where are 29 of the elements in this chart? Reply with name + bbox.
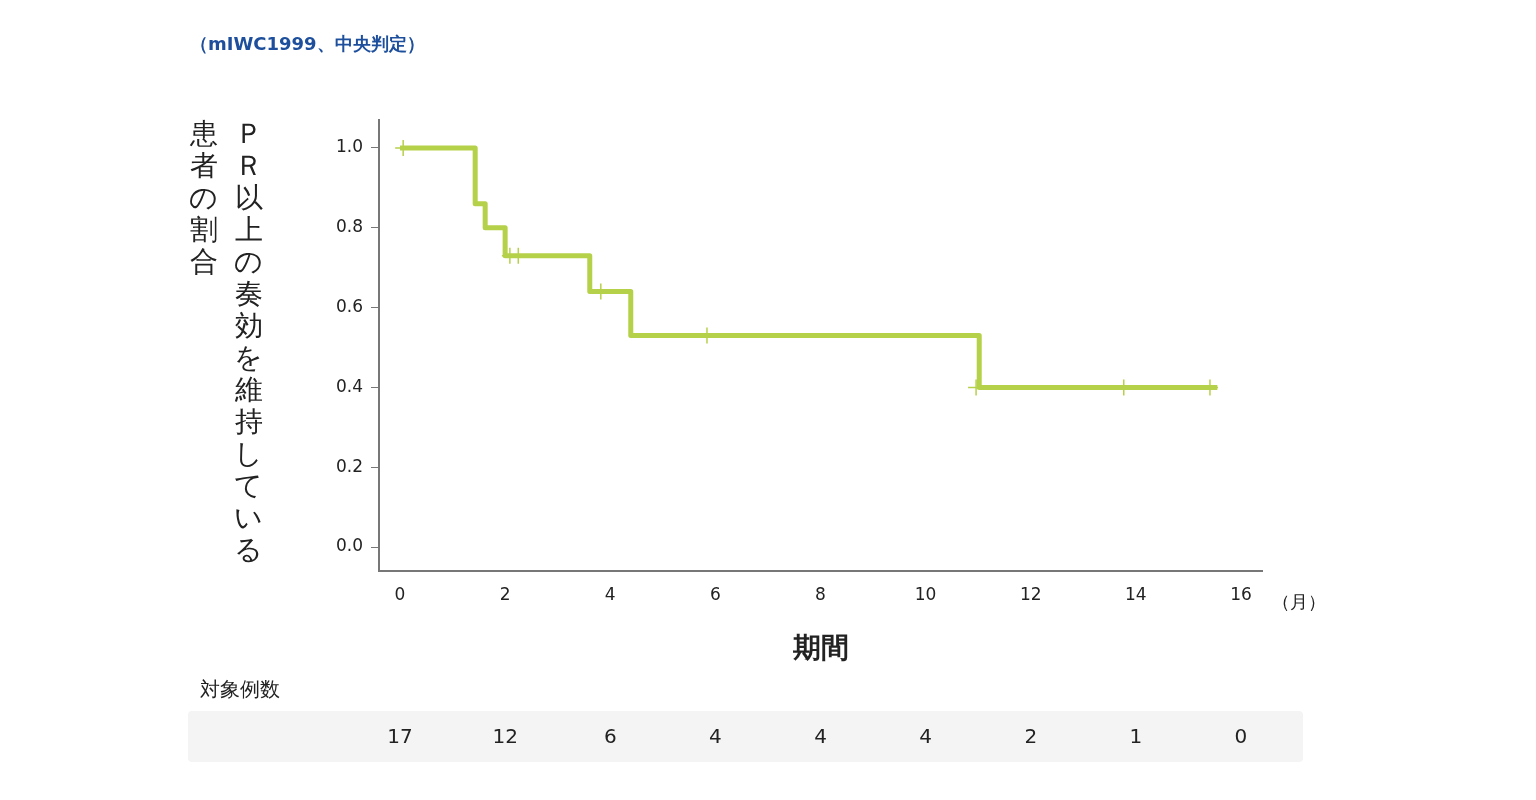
text: 4 xyxy=(814,724,827,749)
x-tick-label: 4 xyxy=(604,583,616,604)
x-tick-label: 10 xyxy=(914,583,937,604)
text: 4 xyxy=(919,724,932,749)
text: （月） xyxy=(1272,590,1326,614)
text: 6 xyxy=(603,724,617,749)
y-tick-label: 0.4 xyxy=(335,375,363,396)
chart-title: （mIWC1999、中央判定） xyxy=(190,32,425,56)
x-tick-label: 12 xyxy=(1019,583,1042,604)
x-tick-label: 14 xyxy=(1125,583,1147,604)
text: ＰＲ以上の奏効を維持している患者の割合 xyxy=(189,117,263,566)
x-tick-label: 8 xyxy=(815,583,826,604)
x-tick-label: 2 xyxy=(499,583,511,604)
text: 4 xyxy=(709,724,722,749)
text: 2 xyxy=(1024,724,1038,749)
y-tick-label: 1.0 xyxy=(335,136,363,157)
text: 0 xyxy=(1234,724,1248,749)
y-tick-label: 0.8 xyxy=(335,216,363,237)
x-tick-label: 16 xyxy=(1230,583,1252,604)
x-tick-label: 6 xyxy=(709,583,721,604)
x-tick-label: 0 xyxy=(394,583,406,604)
x-axis-title: 期間 xyxy=(791,631,849,665)
y-tick-label: 0.6 xyxy=(335,296,363,317)
text: 1 xyxy=(1129,724,1143,749)
text: 12 xyxy=(492,724,518,749)
text: 17 xyxy=(387,724,413,749)
y-tick-label: 0.2 xyxy=(335,455,363,476)
y-tick-label: 0.0 xyxy=(335,535,363,556)
text: 対象例数 xyxy=(200,676,280,703)
